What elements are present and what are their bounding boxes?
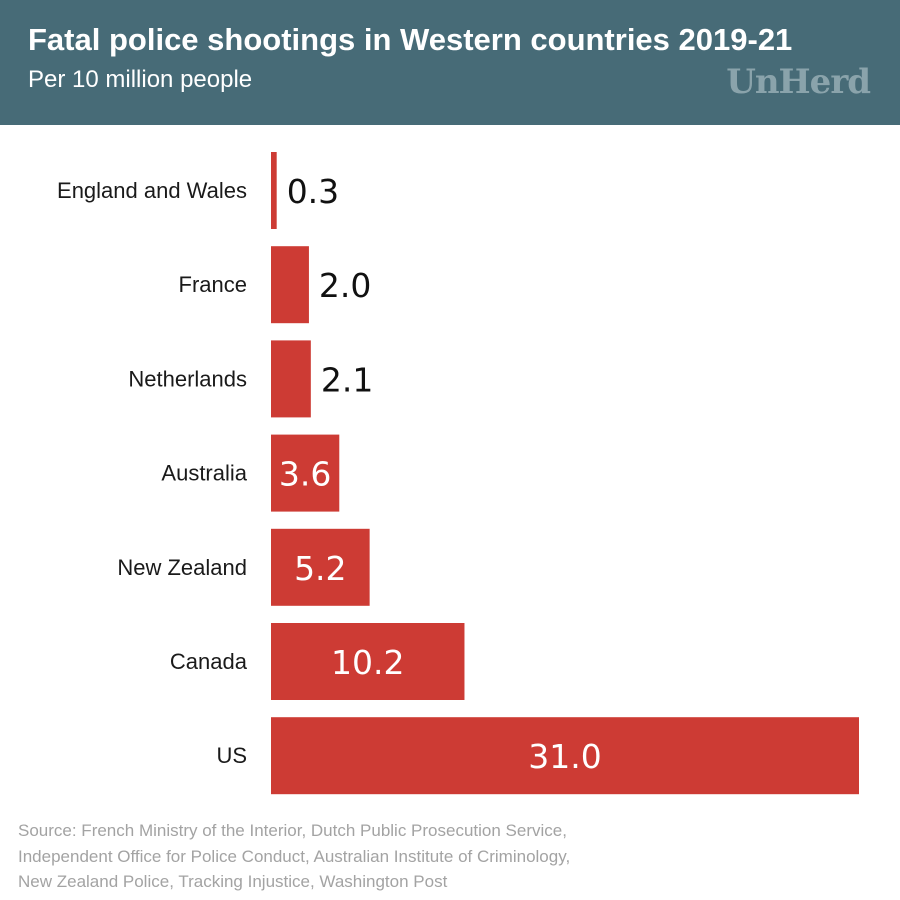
source-line: New Zealand Police, Tracking Injustice, … bbox=[18, 872, 448, 891]
value-label: 3.6 bbox=[279, 455, 331, 494]
bar bbox=[271, 717, 859, 795]
category-label: Australia bbox=[161, 461, 247, 486]
value-label: 31.0 bbox=[528, 737, 601, 776]
bar bbox=[271, 246, 309, 324]
bar bbox=[271, 340, 311, 418]
chart-header: Fatal police shootings in Western countr… bbox=[0, 0, 900, 125]
category-label: New Zealand bbox=[117, 555, 247, 580]
value-label: 2.0 bbox=[319, 266, 371, 305]
bar bbox=[271, 623, 465, 700]
value-label: 5.2 bbox=[294, 549, 346, 588]
value-label: 2.1 bbox=[321, 360, 373, 399]
category-label: England and Wales bbox=[57, 178, 247, 203]
category-label: France bbox=[179, 272, 247, 297]
bar bbox=[271, 434, 340, 512]
source-note: Source: French Ministry of the Interior,… bbox=[18, 818, 878, 895]
bar-chart: England and Wales 0.3 France 2.0 Netherlands… bbox=[57, 152, 859, 795]
chart-subtitle: Per 10 million people bbox=[28, 66, 253, 93]
category-label: Netherlands bbox=[128, 366, 247, 391]
category-label: US bbox=[216, 743, 247, 768]
source-line: Source: French Ministry of the Interior,… bbox=[18, 821, 567, 840]
chart-title: Fatal police shootings in Western countr… bbox=[28, 22, 793, 57]
value-label: 0.3 bbox=[287, 172, 339, 211]
brand-logo: UnHerd bbox=[726, 62, 871, 102]
bar bbox=[271, 152, 277, 229]
source-line: Independent Office for Police Conduct, A… bbox=[18, 846, 571, 866]
bar bbox=[271, 528, 370, 606]
category-label: Canada bbox=[170, 649, 248, 674]
value-label: 10.2 bbox=[331, 643, 404, 682]
